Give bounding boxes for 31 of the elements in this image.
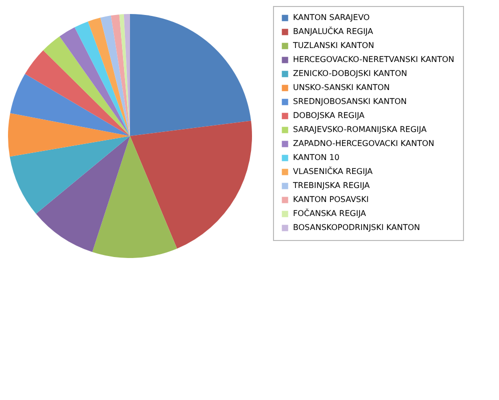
pie-slice [43,36,130,136]
legend-label: KANTON SARAJEVO [293,13,370,22]
legend-label: SREDNJOBOSANSKI KANTON [293,97,407,106]
legend-label: ZAPADNO-HERCEGOVACKI KANTON [293,139,434,148]
pie-slice [92,136,178,258]
pie-slice [74,21,130,136]
pie-slice [130,14,252,136]
legend-label: ZENICKO-DOBOJSKI KANTON [293,69,408,78]
legend-label: UNSKO-SANSKI KANTON [293,83,390,92]
pie-slice [119,14,130,136]
legend-label: VLASENIČKA REGIJA [293,166,374,176]
pie-slice [60,27,130,136]
legend-label: BOSANSKOPODRINJSKI KANTON [293,223,420,232]
legend-label: TREBINJSKA REGIJA [292,181,370,190]
pie-slice [88,18,130,136]
pie-slice [24,50,130,136]
legend-label: KANTON POSAVSKI [293,195,369,204]
pie-slice [130,120,252,249]
legend-label: BANJALUČKA REGIJA [293,26,374,36]
pie-slice [8,113,130,157]
legend-label: TUZLANSKI KANTON [292,41,374,50]
legend-label: SARAJEVSKO-ROMANIJSKA REGIJA [293,125,428,134]
legend-label: KANTON 10 [293,153,340,162]
legend-label: HERCEGOVACKO-NERETVANSKI KANTON [293,55,454,64]
legend-label: FOČANSKA REGIJA [293,208,367,218]
pie-slice [100,16,130,136]
pie-slice [36,136,130,252]
pie-slice [10,74,130,136]
legend-label: DOBOJSKA REGIJA [293,111,366,120]
pie-slice [10,136,130,214]
pie-slice [110,14,130,136]
